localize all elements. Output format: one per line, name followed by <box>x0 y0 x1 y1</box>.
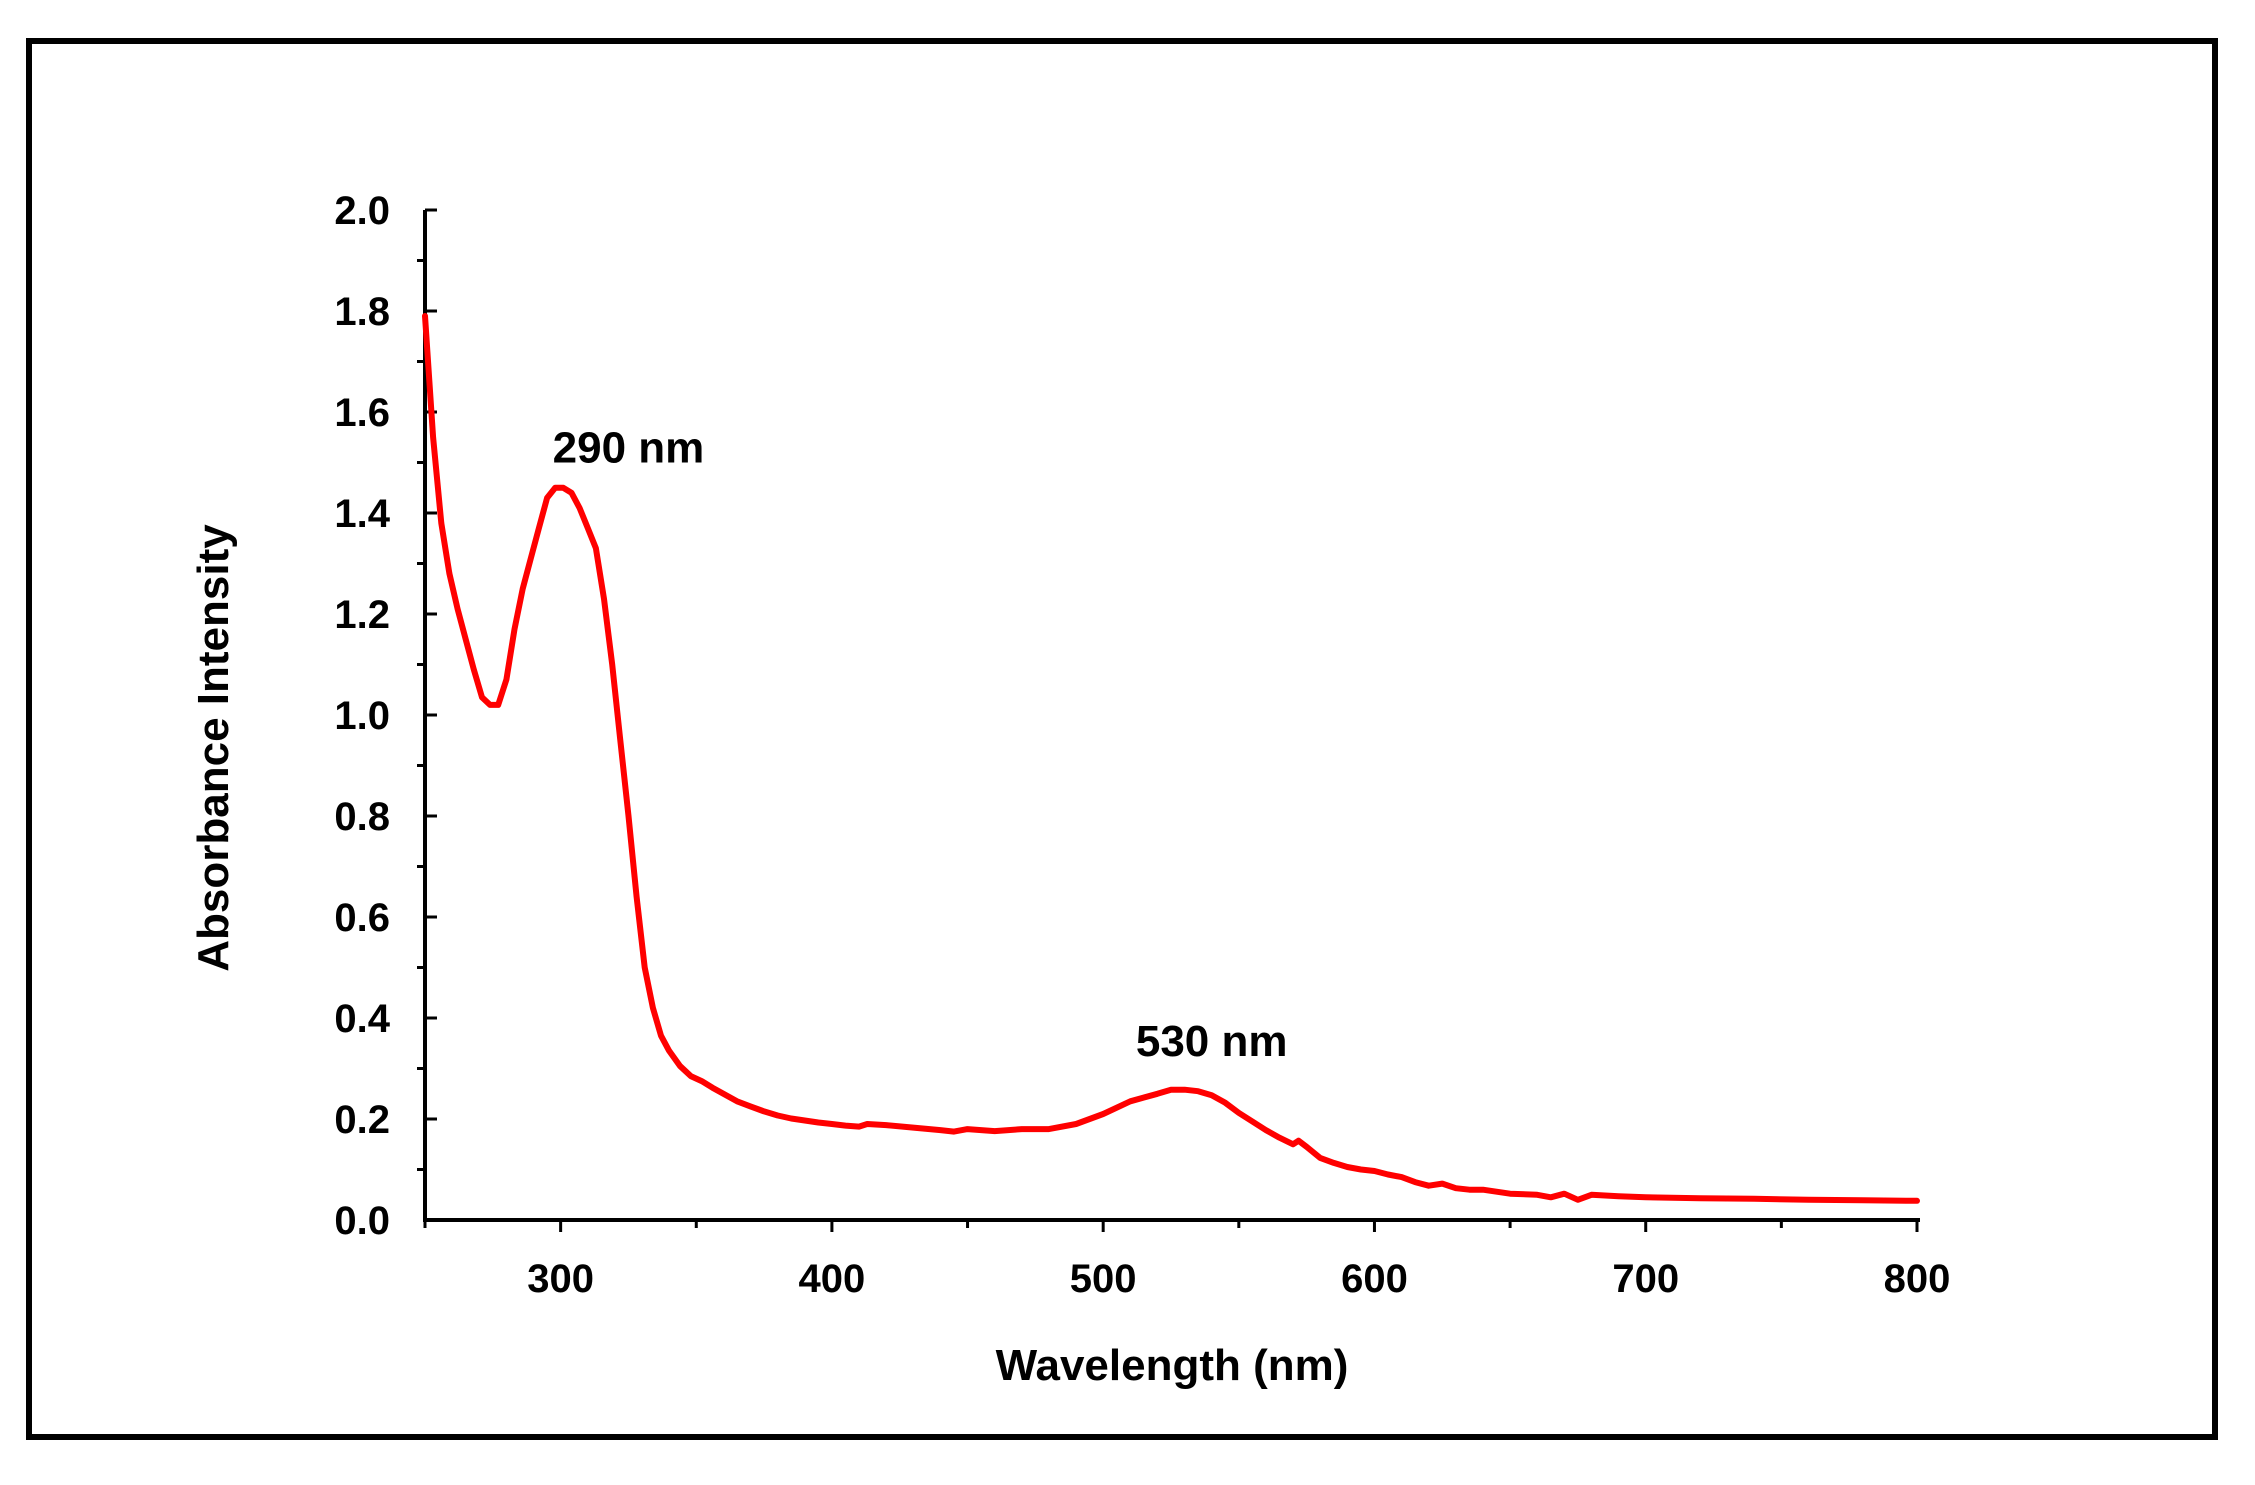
y-tick-label: 0.0 <box>334 1199 390 1243</box>
y-tick-label: 1.2 <box>334 593 390 637</box>
x-axis-title: Wavelength (nm) <box>996 1341 1349 1390</box>
y-tick-label: 0.2 <box>334 1098 390 1142</box>
y-tick-label: 1.0 <box>334 694 390 738</box>
y-tick-label: 1.4 <box>334 492 390 536</box>
x-tick-label: 600 <box>1341 1257 1408 1301</box>
x-ticks: 300 400 500 600 700 800 <box>423 1220 1951 1301</box>
absorbance-series-line <box>422 313 1920 1204</box>
x-tick-label: 400 <box>799 1257 866 1301</box>
annotation-layer: 290 nm 530 nm <box>553 424 1288 1066</box>
x-tick-label: 700 <box>1612 1257 1679 1301</box>
y-tick-label: 1.6 <box>334 391 390 435</box>
y-tick-label: 0.4 <box>334 997 390 1041</box>
y-ticks: 0.0 0.2 0.4 0.6 0.8 1.0 1.2 1.4 1.6 1.8 2.0 <box>334 189 437 1243</box>
x-tick-label: 300 <box>527 1257 594 1301</box>
y-tick-label: 0.8 <box>334 795 390 839</box>
peak-annotation: 290 nm <box>553 424 705 473</box>
y-axis-title: Absorbance Intensity <box>189 524 238 972</box>
axes <box>423 210 1920 1222</box>
x-tick-label: 800 <box>1884 1257 1951 1301</box>
y-tick-label: 2.0 <box>334 189 390 233</box>
y-tick-label: 1.8 <box>334 290 390 334</box>
y-tick-label: 0.6 <box>334 896 390 940</box>
series-layer <box>422 313 1920 1204</box>
figure-frame <box>26 38 2218 1440</box>
peak-annotation: 530 nm <box>1136 1017 1288 1066</box>
x-tick-label: 500 <box>1070 1257 1137 1301</box>
